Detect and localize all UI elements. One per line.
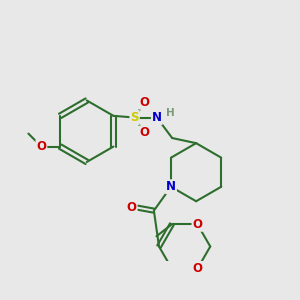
Text: O: O <box>192 218 203 231</box>
Text: H: H <box>167 108 175 118</box>
Text: N: N <box>166 180 176 193</box>
Text: O: O <box>192 262 203 275</box>
Text: O: O <box>139 126 149 140</box>
Text: O: O <box>36 140 46 153</box>
Text: O: O <box>127 201 137 214</box>
Text: O: O <box>139 96 149 109</box>
Text: N: N <box>152 111 162 124</box>
Text: S: S <box>130 111 139 124</box>
